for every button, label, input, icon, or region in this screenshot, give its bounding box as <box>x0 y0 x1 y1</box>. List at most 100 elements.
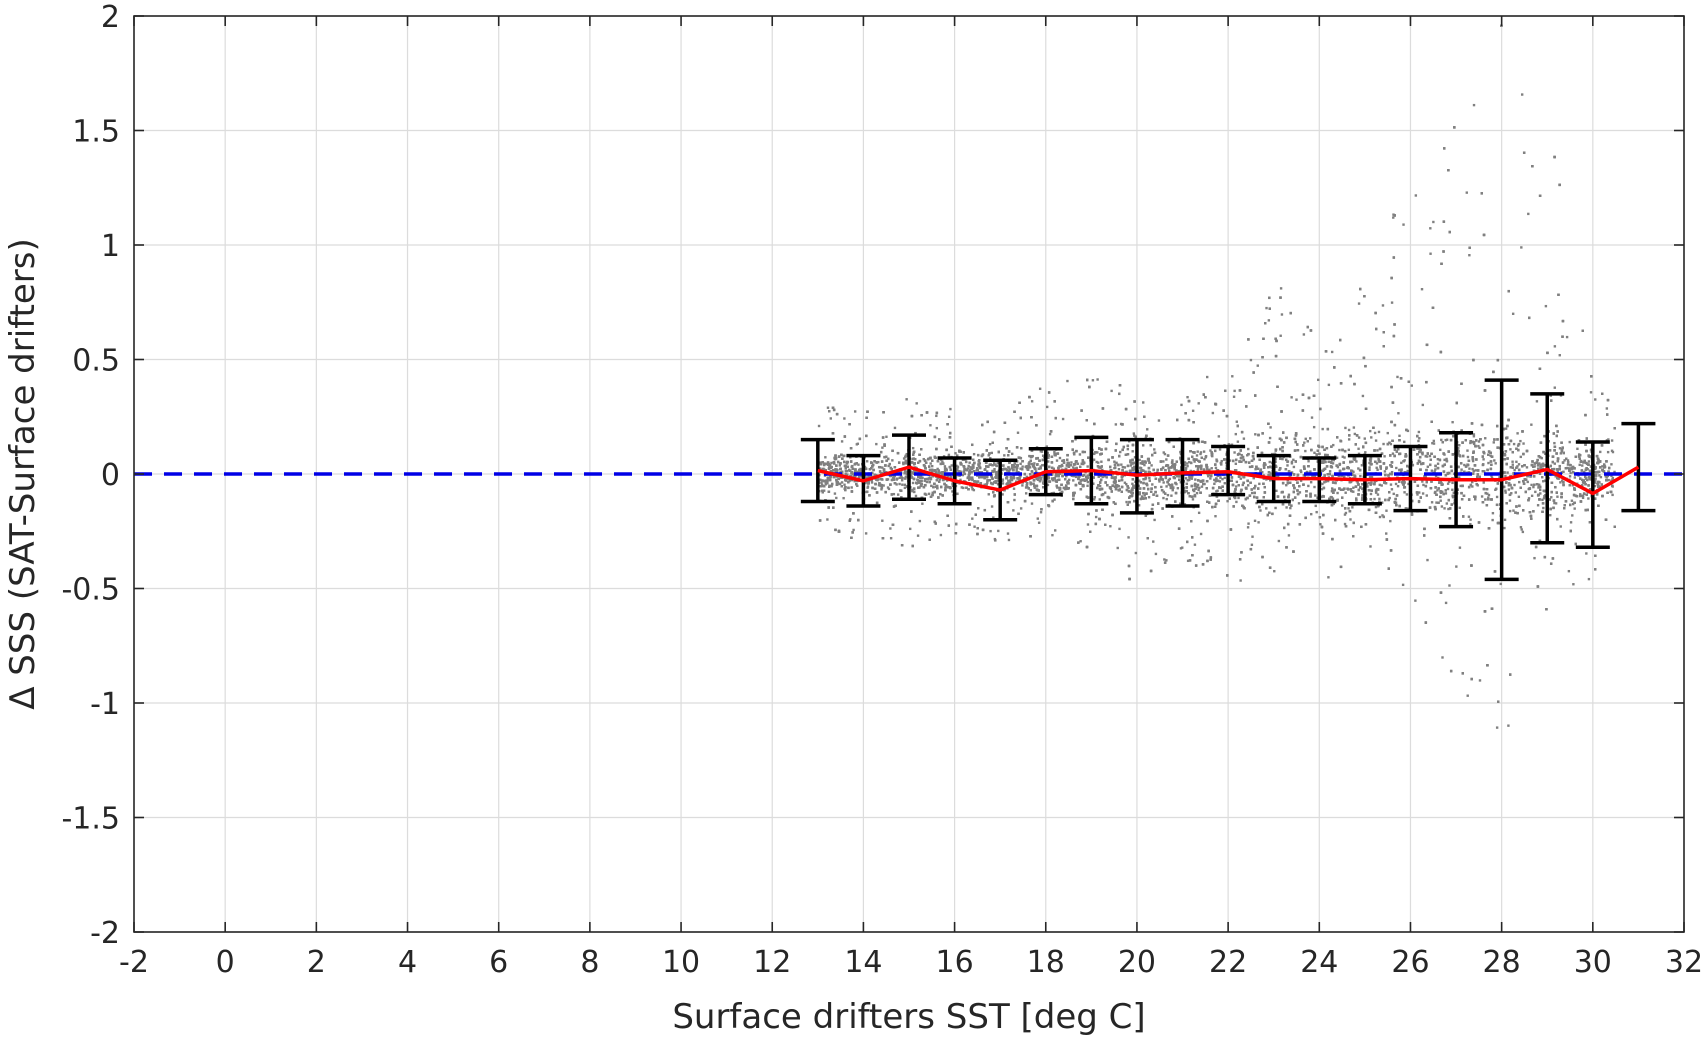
scatter-point <box>1166 493 1170 497</box>
scatter-point <box>1507 724 1510 727</box>
scatter-point <box>895 483 898 486</box>
scatter-point <box>1095 460 1098 464</box>
scatter-point <box>1158 480 1161 483</box>
scatter-point <box>896 493 900 496</box>
scatter-point <box>1542 497 1546 500</box>
scatter-point <box>1267 319 1271 322</box>
scatter-point <box>1195 491 1199 495</box>
scatter-point <box>1538 488 1542 492</box>
scatter-point <box>1478 446 1481 449</box>
scatter-point <box>901 483 904 486</box>
scatter-point <box>1495 495 1499 499</box>
scatter-point <box>927 492 931 496</box>
scatter-point <box>1375 466 1378 470</box>
scatter-point <box>1566 463 1570 466</box>
scatter-point <box>1535 400 1539 403</box>
scatter-point <box>1140 495 1144 498</box>
scatter-point <box>954 452 957 455</box>
scatter-point <box>1321 482 1324 486</box>
scatter-point <box>1375 487 1379 491</box>
scatter-point <box>1012 509 1015 512</box>
scatter-point <box>1320 495 1323 499</box>
scatter-point <box>1468 253 1471 257</box>
scatter-point <box>1495 726 1499 729</box>
scatter-point <box>1431 442 1434 445</box>
scatter-point <box>1297 502 1301 505</box>
scatter-point <box>1299 479 1303 482</box>
scatter-point <box>1302 333 1306 336</box>
scatter-point <box>1008 480 1012 483</box>
scatter-point <box>1247 522 1250 525</box>
scatter-point <box>1028 466 1032 469</box>
scatter-point <box>1400 461 1403 465</box>
scatter-point <box>1425 455 1429 458</box>
scatter-point <box>1193 543 1197 546</box>
scatter-point <box>1254 433 1257 436</box>
scatter-point <box>1386 431 1389 435</box>
scatter-point <box>1012 487 1016 490</box>
scatter-point <box>912 457 915 460</box>
scatter-point <box>1053 498 1056 501</box>
scatter-point <box>1369 545 1372 548</box>
scatter-point <box>1611 476 1615 480</box>
scatter-point <box>1256 364 1259 367</box>
scatter-point <box>1249 358 1253 362</box>
scatter-point <box>1099 466 1102 470</box>
scatter-point <box>1457 449 1460 453</box>
scatter-point <box>1357 302 1361 305</box>
scatter-point <box>864 481 867 485</box>
scatter-point <box>826 406 830 409</box>
scatter-point <box>1587 497 1590 500</box>
scatter-point <box>1599 450 1602 454</box>
scatter-point <box>946 474 950 478</box>
scatter-point <box>868 468 872 471</box>
scatter-point <box>1471 467 1474 471</box>
scatter-point <box>822 463 826 467</box>
scatter-point <box>1255 501 1258 505</box>
scatter-point <box>1544 304 1548 308</box>
scatter-point <box>1170 483 1174 486</box>
scatter-point <box>1268 436 1272 440</box>
scatter-point <box>1286 460 1289 464</box>
scatter-point <box>1105 476 1108 479</box>
scatter-point <box>1406 469 1409 473</box>
scatter-point <box>1477 444 1480 448</box>
scatter-point <box>1164 474 1168 478</box>
scatter-point <box>1606 450 1610 454</box>
scatter-point <box>1072 479 1075 482</box>
scatter-point <box>1572 583 1575 586</box>
scatter-point <box>1540 456 1543 460</box>
scatter-point <box>921 502 924 505</box>
scatter-point <box>1549 513 1552 517</box>
scatter-point <box>1553 441 1556 445</box>
scatter-point <box>1303 441 1306 444</box>
scatter-point <box>1292 465 1296 469</box>
scatter-point <box>1058 456 1062 460</box>
scatter-point <box>1024 492 1028 495</box>
scatter-point <box>1397 412 1400 415</box>
scatter-point <box>1344 511 1348 515</box>
scatter-point <box>1514 491 1517 494</box>
scatter-point <box>1141 444 1145 447</box>
scatter-point <box>1368 468 1371 472</box>
scatter-point <box>1444 601 1448 605</box>
scatter-point <box>1258 482 1261 486</box>
scatter-point <box>968 461 971 464</box>
scatter-point <box>1392 492 1395 496</box>
scatter-point <box>1443 458 1446 462</box>
scatter-point <box>1215 490 1218 493</box>
scatter-point <box>1385 532 1388 535</box>
scatter-point <box>1298 491 1302 494</box>
scatter-point <box>1098 498 1101 501</box>
scatter-point <box>1250 543 1254 546</box>
scatter-point <box>1396 375 1399 379</box>
scatter-point <box>1388 496 1391 500</box>
scatter-point <box>1053 450 1056 454</box>
scatter-point <box>960 486 964 489</box>
scatter-point <box>1203 457 1206 461</box>
scatter-point <box>1079 540 1082 543</box>
scatter-point <box>1161 466 1165 470</box>
scatter-point <box>1126 447 1130 451</box>
scatter-point <box>1210 467 1213 470</box>
scatter-point <box>1352 426 1356 429</box>
